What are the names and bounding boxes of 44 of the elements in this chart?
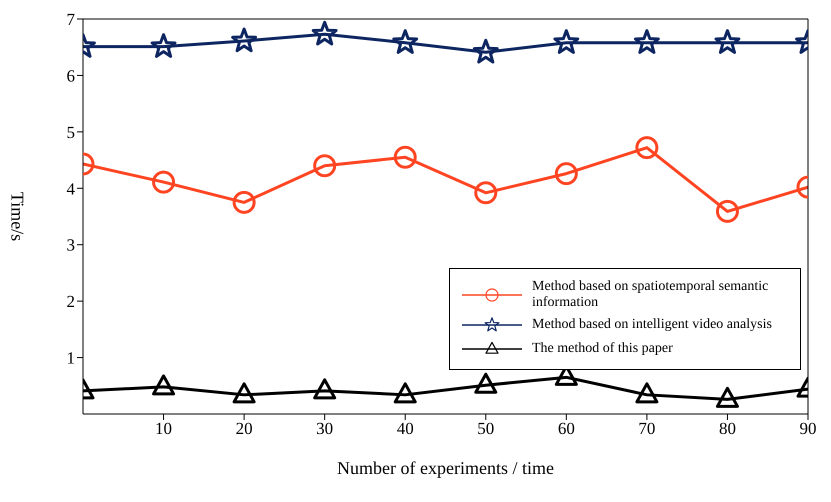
x-tick-label: 80 (718, 419, 736, 438)
point (394, 146, 417, 169)
point (313, 154, 336, 178)
point (635, 136, 658, 160)
y-tick-label: 1 (66, 348, 75, 368)
point (474, 181, 498, 204)
point (232, 382, 256, 404)
x-tick-label: 60 (558, 419, 575, 438)
x-tick-label: 20 (236, 419, 253, 438)
point (232, 190, 256, 214)
point (472, 38, 499, 64)
point (474, 372, 498, 394)
x-tick-label: 10 (155, 419, 172, 438)
y-tick-label: 6 (66, 66, 75, 86)
point (635, 382, 658, 404)
x-axis-title: Number of experiments / time (337, 458, 554, 478)
x-tick-label: 70 (638, 419, 656, 438)
point (150, 33, 176, 58)
x-tick-label: 50 (477, 419, 494, 438)
point (716, 386, 739, 408)
point (152, 170, 176, 194)
x-tick-label: 90 (800, 419, 816, 438)
legend-label: Method based on spatiotemporal semantic information (532, 279, 770, 311)
point (152, 374, 176, 396)
y-tick-label: 3 (66, 236, 75, 255)
y-tick-label: 5 (66, 122, 75, 142)
x-tick-label: 40 (396, 419, 414, 438)
x-tick-label: 30 (316, 419, 334, 438)
y-axis-title: Time/s (8, 192, 28, 242)
point (392, 29, 418, 54)
point (554, 162, 578, 186)
y-tick-label: 2 (66, 292, 75, 312)
point (634, 29, 660, 54)
legend-label: Method based on intelligent video analysis (532, 317, 772, 333)
point (394, 382, 417, 404)
point (716, 200, 739, 223)
point (231, 28, 258, 52)
point (553, 29, 580, 54)
legend-label: The method of this paper (532, 341, 673, 357)
point (313, 378, 336, 400)
point (714, 29, 740, 54)
y-tick-label: 7 (66, 10, 76, 30)
point (312, 20, 338, 46)
y-tick-label: 4 (66, 179, 76, 198)
